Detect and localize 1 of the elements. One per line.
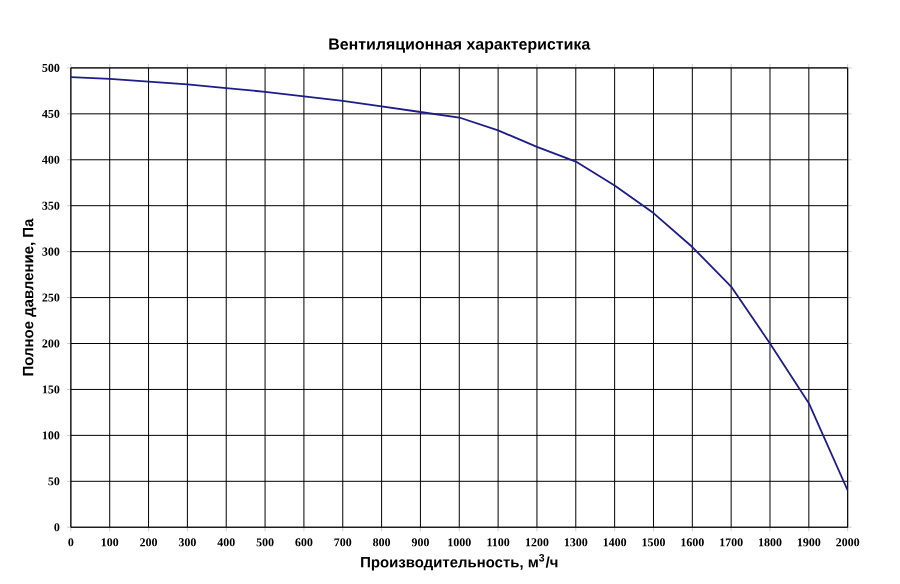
line-series [70,76,848,492]
